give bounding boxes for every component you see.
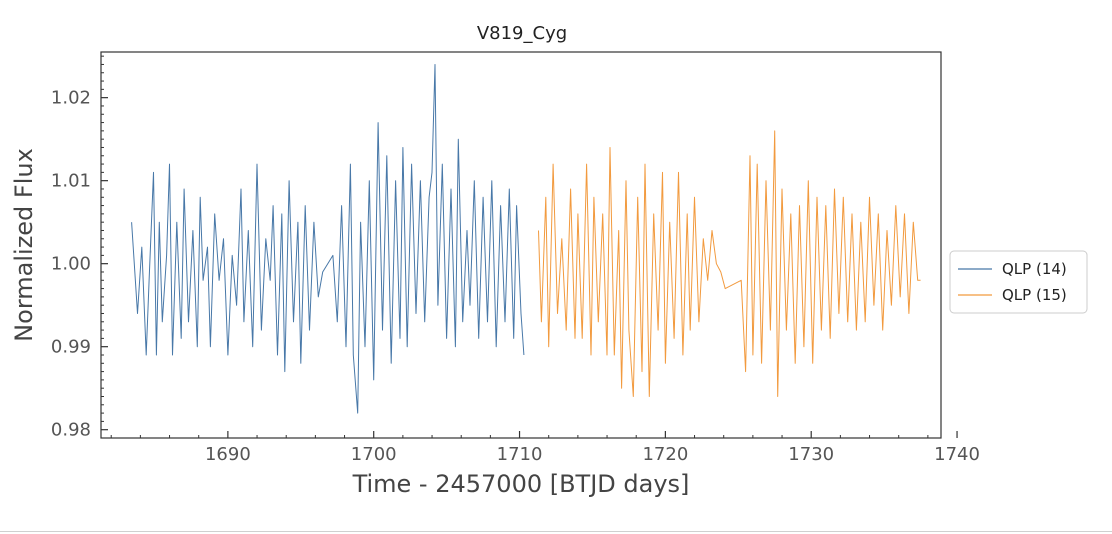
- legend: QLP (14) QLP (15): [949, 250, 1088, 314]
- y-axis-ticks: 0.98 0.99 1.00 1.01 1.02: [51, 55, 108, 441]
- bottom-divider: [0, 531, 1112, 532]
- legend-label-qlp-14: QLP (14): [1002, 260, 1067, 278]
- x-axis-ticks: 1690 1700 1710 1720 1730 1740: [110, 431, 980, 465]
- x-tick-label: 1730: [788, 444, 834, 465]
- x-tick-label: 1710: [497, 444, 543, 465]
- y-tick-label: 1.00: [51, 254, 91, 275]
- y-tick-label: 0.99: [51, 337, 91, 358]
- y-axis-label: Normalized Flux: [10, 148, 38, 342]
- y-tick-label: 1.02: [51, 88, 91, 109]
- legend-label-qlp-15: QLP (15): [1002, 286, 1067, 304]
- x-tick-label: 1700: [351, 444, 397, 465]
- series-line-qlp-15: [538, 130, 921, 397]
- x-tick-label: 1740: [934, 444, 980, 465]
- y-tick-label: 0.98: [51, 420, 91, 441]
- chart-title: V819_Cyg: [477, 23, 567, 44]
- x-tick-label: 1720: [642, 444, 688, 465]
- legend-box: [949, 250, 1088, 314]
- x-tick-label: 1690: [205, 444, 251, 465]
- y-tick-label: 1.01: [51, 171, 91, 192]
- series-line-qlp-14: [131, 64, 525, 414]
- plot-frame: [100, 51, 942, 439]
- series-layer: [131, 64, 921, 414]
- x-axis-label: Time - 2457000 [BTJD days]: [352, 470, 690, 498]
- plot-area: 1690 1700 1710 1720 1730 1740 0.98 0.99 1.00 1.0…: [51, 51, 980, 465]
